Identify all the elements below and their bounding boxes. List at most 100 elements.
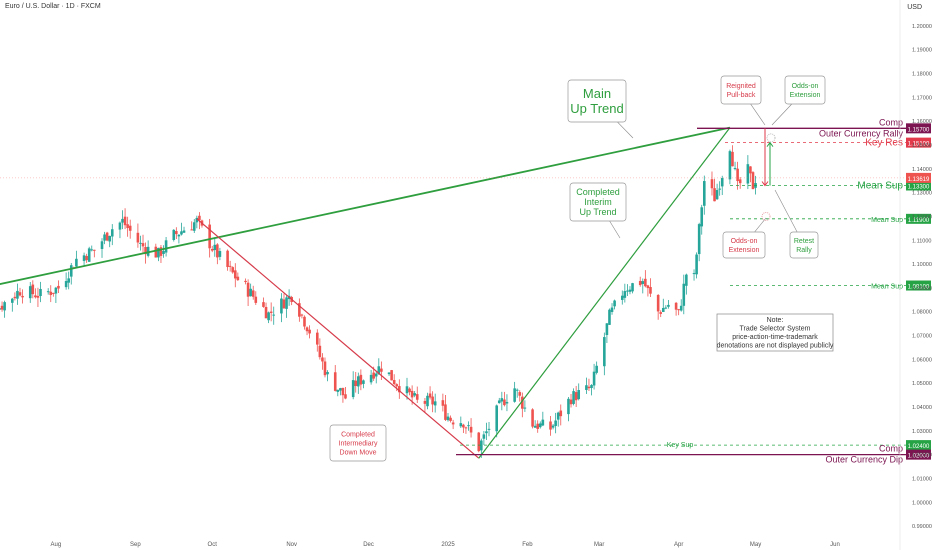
x-tick-label: 2025 [441, 542, 455, 548]
level-price-tag-text: 1.02400 [908, 444, 930, 450]
annotation-box [567, 79, 627, 123]
y-tick-label: 1.14000 [912, 167, 932, 173]
candle-body [75, 258, 78, 267]
candle-body [503, 399, 506, 406]
candle-body [459, 423, 463, 427]
level-price-tag-text: 1.13300 [908, 184, 930, 190]
annotation-text: Retest [794, 238, 814, 245]
candle-body [638, 280, 642, 286]
candle-body [108, 235, 112, 242]
level-label: Mean Sup [871, 284, 903, 291]
candle-body [87, 248, 91, 262]
annotation-text: Main [583, 86, 611, 101]
candle-body [428, 393, 432, 398]
candle-body [69, 265, 73, 277]
candle-body [3, 302, 6, 311]
candle-body [656, 294, 660, 312]
candle-body [674, 302, 678, 310]
candle-body [477, 432, 481, 452]
y-tick-label: 1.16000 [912, 119, 932, 125]
candle-body [649, 287, 652, 294]
candle-body [677, 309, 680, 311]
candle-body [751, 172, 755, 190]
candle-body [36, 295, 40, 298]
candle-body [505, 401, 509, 404]
candle-body [731, 151, 734, 167]
candle-body [34, 295, 37, 298]
candle-body [0, 305, 4, 310]
level-price-tag [906, 213, 931, 224]
note-box [716, 313, 834, 352]
candle-body [333, 372, 337, 391]
candle-body [572, 391, 575, 404]
candle-body [559, 410, 563, 417]
rally-arrowhead [766, 141, 774, 147]
candle-body [533, 425, 537, 428]
candle-body [298, 303, 301, 317]
candle-body [269, 311, 273, 313]
level-price-tag [906, 280, 931, 291]
candle-body [620, 295, 624, 300]
y-tick-label: 1.18000 [912, 72, 932, 78]
candle-body [11, 298, 14, 303]
x-tick-label: May [750, 542, 761, 548]
candle-body [682, 283, 686, 306]
candle-body [749, 166, 752, 174]
candle-body [392, 380, 396, 385]
candle-body [556, 412, 560, 420]
candle-body [175, 231, 178, 235]
y-tick-label: 1.02000 [912, 453, 932, 459]
annotation-text: Up Trend [579, 207, 616, 217]
y-tick-label: 1.03000 [912, 429, 932, 435]
level-price-tag-text: 1.09100 [908, 285, 930, 291]
candle-body [305, 327, 309, 332]
candle-body [172, 229, 176, 240]
candle-body [180, 231, 183, 235]
candle-body [216, 244, 219, 258]
candle-body [128, 225, 132, 231]
candle-body [93, 249, 96, 251]
candle-body [536, 423, 540, 429]
candle-body [52, 292, 55, 294]
x-tick-label: Nov [286, 542, 297, 548]
level-price-tag [906, 440, 931, 451]
candle-body [192, 222, 196, 231]
level-label: Mean Sup [871, 217, 903, 224]
candle-body [513, 388, 516, 402]
candle-body [482, 434, 486, 439]
candle-body [538, 423, 542, 428]
candle-body [326, 372, 329, 375]
candle-body [574, 392, 578, 401]
candle-body [746, 164, 750, 184]
level-price-tag [906, 137, 931, 148]
annotation-box [789, 231, 819, 259]
candle-body [610, 307, 614, 312]
candle-body [308, 329, 311, 334]
candle-body [13, 296, 17, 299]
y-tick-label: 1.11000 [912, 238, 931, 244]
annotation-text: Odds-on [731, 238, 758, 245]
annotation-text: Extension [729, 247, 760, 254]
candle-body [387, 372, 391, 375]
candle-body [264, 306, 268, 319]
candle-body [190, 229, 194, 231]
candle-body [272, 314, 276, 316]
candle-body [626, 290, 629, 292]
x-tick-label: Mar [594, 542, 604, 548]
level-price-tag-text: 1.11900 [908, 218, 930, 224]
candle-body [695, 254, 698, 275]
candle-body [251, 290, 255, 297]
candle-body [280, 298, 283, 314]
candle-body [16, 290, 19, 299]
annotation-text: Extension [790, 92, 821, 99]
candle-body [157, 247, 160, 258]
candle-body [408, 388, 411, 393]
annotation-box [720, 75, 762, 105]
y-tick-label: 1.20000 [912, 24, 932, 30]
candle-body [159, 247, 163, 256]
annotation-box [722, 231, 766, 259]
note-text: Note: [767, 317, 784, 324]
y-tick-label: 1.01000 [912, 476, 932, 482]
level-label: Comp [879, 444, 903, 454]
